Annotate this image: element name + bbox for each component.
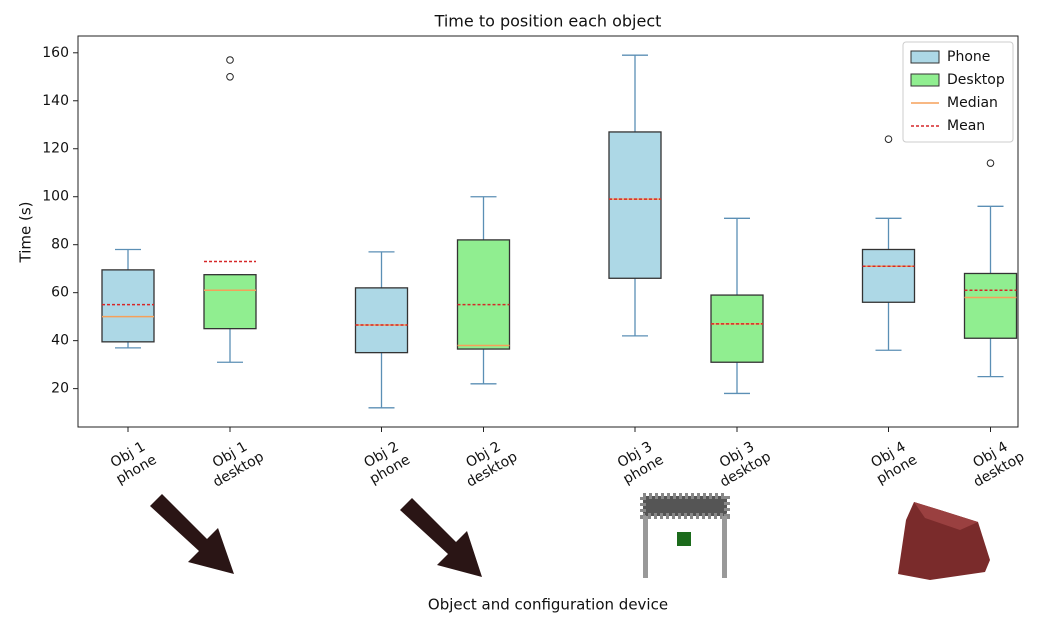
- legend-label: Phone: [947, 49, 990, 65]
- arrow-icon: [400, 498, 482, 577]
- x-axis-label: Object and configuration device: [428, 596, 668, 614]
- outlier: [986, 159, 995, 167]
- box: [101, 269, 155, 343]
- y-tick-label: 140: [42, 93, 69, 109]
- y-tick-label: 100: [42, 189, 69, 205]
- legend-label: Mean: [947, 118, 985, 134]
- chart-title: Time to position each object: [434, 12, 662, 31]
- y-tick-label: 120: [42, 141, 69, 157]
- goal-icon: [640, 493, 730, 578]
- outlier: [884, 135, 893, 143]
- legend-frame: [902, 41, 1014, 143]
- outlier: [226, 56, 234, 64]
- y-tick-label: 40: [51, 333, 69, 349]
- x-tick-label: Obj 4desktop: [962, 434, 1027, 491]
- x-tick-label: Obj 4phone: [866, 437, 920, 487]
- box: [861, 248, 916, 303]
- x-tick-label: Obj 3phone: [612, 437, 666, 487]
- y-tick-label: 80: [51, 237, 69, 253]
- box: [710, 294, 764, 363]
- y-tick-label: 160: [42, 45, 69, 61]
- legend-swatch: [910, 50, 940, 64]
- x-tick-label: Obj 1phone: [105, 437, 159, 487]
- box: [354, 287, 409, 354]
- legend-label: Median: [947, 95, 998, 111]
- legend-swatch: [910, 73, 940, 87]
- x-tick-label: Obj 1desktop: [202, 434, 267, 491]
- box: [963, 272, 1018, 339]
- arrow-icon: [150, 494, 234, 574]
- x-tick-label: Obj 3desktop: [709, 434, 774, 491]
- y-tick-label: 60: [51, 285, 69, 301]
- y-axis-label: Time (s): [17, 202, 35, 264]
- x-tick-label: Obj 2desktop: [455, 434, 520, 491]
- box: [203, 274, 257, 330]
- box: [456, 239, 511, 350]
- x-tick-label: Obj 2phone: [359, 437, 413, 487]
- legend-label: Desktop: [947, 72, 1005, 88]
- box: [608, 131, 662, 279]
- y-tick-label: 20: [51, 381, 69, 397]
- barrier-icon: [898, 502, 990, 580]
- plot-frame: [77, 35, 1019, 428]
- outlier: [226, 72, 234, 81]
